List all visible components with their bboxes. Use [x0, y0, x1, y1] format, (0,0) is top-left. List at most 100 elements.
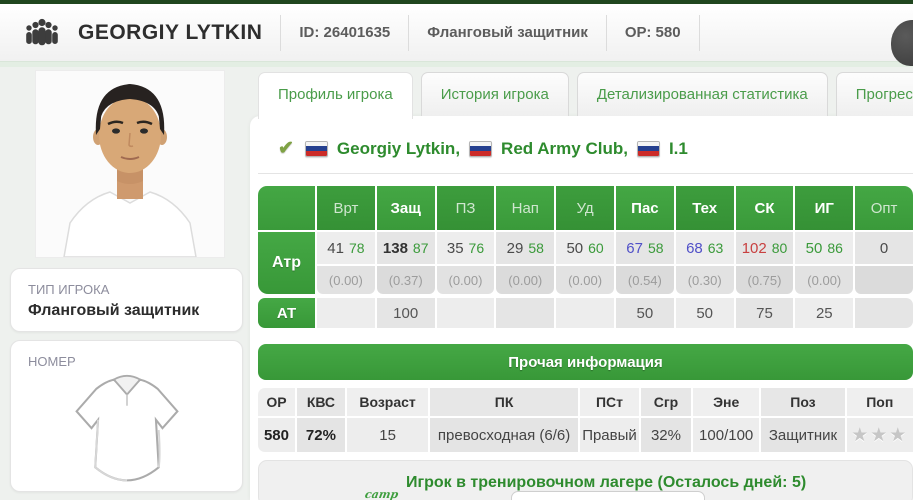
- stat-cell-pas: 67 58: [615, 232, 674, 264]
- other-header-kvs: КВС: [296, 388, 345, 416]
- at-cell-pas: 50: [615, 298, 674, 328]
- stats-header-opt: Опт: [855, 186, 913, 230]
- player-club-link[interactable]: Red Army Club,: [501, 138, 628, 158]
- attributes-row-label: Атр: [258, 232, 315, 294]
- stat-delta-teh: (0.30): [675, 266, 734, 294]
- at-cell-sk: 75: [735, 298, 794, 328]
- at-row-label: АТ: [258, 298, 315, 328]
- player-type-card: ТИП ИГРОКА Фланговый защитник: [10, 268, 243, 332]
- player-type-label: ТИП ИГРОКА: [28, 282, 110, 297]
- player-number-card: НОМЕР: [10, 340, 243, 492]
- other-info-header: Прочая информация: [258, 344, 913, 380]
- people-group-icon: [22, 17, 62, 49]
- other-value-age: 15: [346, 418, 429, 452]
- at-cell-opt: [855, 298, 913, 328]
- other-info-table: ОР КВС Возраст ПК ПСт Сгр Эне Поз Поп 58…: [258, 388, 913, 452]
- russia-flag-icon: [636, 140, 660, 157]
- other-header-sgr: Сгр: [641, 388, 691, 416]
- partial-bottom-box: [511, 491, 705, 500]
- at-cell-zash: 100: [376, 298, 435, 328]
- stat-cell-vrt: 41 78: [317, 232, 375, 264]
- at-cell-teh: 50: [675, 298, 734, 328]
- profile-panel: ✔ Georgiy Lytkin, Red Army Club, I.1 Врт…: [250, 116, 913, 500]
- header-player-position: Фланговый защитник: [427, 24, 588, 41]
- divider-line: [258, 173, 913, 174]
- stat-cell-nap: 29 58: [496, 232, 555, 264]
- other-value-pop: ★★★: [846, 418, 913, 452]
- stat-delta-pz: (0.00): [436, 266, 495, 294]
- profile-tabs: Профиль игрока История игрока Детализиро…: [258, 72, 913, 119]
- stat-cell-ud: 50 60: [556, 232, 614, 264]
- at-cell-ig: 25: [795, 298, 854, 328]
- other-value-pk: превосходная (6/6): [430, 418, 578, 452]
- at-cell-vrt: [317, 298, 375, 328]
- stat-cell-zash: 138 87: [376, 232, 435, 264]
- stats-header-pas: Пас: [615, 186, 674, 230]
- jersey-icon: [28, 374, 225, 486]
- stat-delta-sk: (0.75): [735, 266, 794, 294]
- player-name-link[interactable]: Georgiy Lytkin,: [336, 138, 461, 158]
- player-photo: [35, 70, 225, 258]
- other-header-pop: Поп: [846, 388, 913, 416]
- at-row: АТ 100 50 50 75 25: [258, 298, 913, 328]
- stats-header-nap: Нап: [496, 186, 555, 230]
- stat-delta-vrt: (0.00): [317, 266, 375, 294]
- tab-detailed-stats[interactable]: Детализированная статистика: [576, 72, 828, 116]
- at-cell-pz: [436, 298, 495, 328]
- stat-delta-pas: (0.54): [615, 266, 674, 294]
- header-separator: [605, 14, 607, 51]
- tab-training-progress[interactable]: Прогресс тренировок: [835, 72, 913, 116]
- header-player-op: ОР: 580: [624, 24, 681, 41]
- at-cell-nap: [496, 298, 555, 328]
- other-value-kvs: 72%: [296, 418, 345, 452]
- header-separator: [408, 14, 410, 51]
- stat-delta-opt: [855, 266, 913, 294]
- other-value-poz: Защитник: [761, 418, 845, 452]
- training-camp-text: Игрок в тренировочном лагере (Осталось д…: [405, 474, 807, 491]
- other-header-or: ОР: [258, 388, 295, 416]
- stat-delta-nap: (0.00): [496, 266, 555, 294]
- header-underline-strip: [0, 62, 913, 67]
- at-cell-ud: [556, 298, 614, 328]
- header-player-id: ID: 26401635: [299, 24, 391, 41]
- popularity-stars-icon: ★★★: [851, 424, 909, 446]
- top-accent-strip: [0, 0, 913, 4]
- header-separator: [698, 14, 700, 51]
- tab-player-history[interactable]: История игрока: [420, 72, 569, 116]
- player-type-value: Фланговый защитник: [28, 302, 200, 319]
- other-value-ene: 100/100: [692, 418, 760, 452]
- stats-header-teh: Тех: [675, 186, 734, 230]
- attributes-table: Врт Защ ПЗ Нап Уд Пас Тех СК ИГ Опт Атр …: [258, 186, 913, 294]
- stats-header-vrt: Врт: [317, 186, 375, 230]
- other-value-or: 580: [258, 418, 295, 452]
- tab-player-profile[interactable]: Профиль игрока: [258, 72, 413, 119]
- stat-cell-sk: 102 80: [735, 232, 794, 264]
- edge-ball-icon[interactable]: [891, 20, 913, 66]
- header-separator: [280, 14, 282, 51]
- other-header-pk: ПК: [430, 388, 578, 416]
- player-identity-line: ✔ Georgiy Lytkin, Red Army Club, I.1: [250, 116, 913, 173]
- stats-header-empty: [258, 186, 315, 230]
- stat-cell-ig: 50 86: [795, 232, 854, 264]
- training-camp-banner: camp Игрок в тренировочном лагере (Остал…: [258, 460, 913, 500]
- russia-flag-icon: [469, 140, 493, 157]
- stat-cell-pz: 35 76: [436, 232, 495, 264]
- stat-cell-teh: 68 63: [675, 232, 734, 264]
- player-division-link[interactable]: I.1: [668, 138, 688, 158]
- player-number-label: НОМЕР: [28, 354, 76, 369]
- stats-header-zash: Защ: [376, 186, 435, 230]
- stat-delta-ig: (0.00): [795, 266, 854, 294]
- stats-header-ig: ИГ: [795, 186, 854, 230]
- other-value-sgr: 32%: [641, 418, 691, 452]
- stat-cell-opt: 0: [855, 232, 913, 264]
- camp-icon: camp: [363, 488, 400, 500]
- checkmark-icon: ✔: [278, 138, 294, 159]
- other-header-poz: Поз: [761, 388, 845, 416]
- stats-header-ud: Уд: [556, 186, 614, 230]
- stats-header-pz: ПЗ: [436, 186, 495, 230]
- other-value-pst: Правый: [579, 418, 640, 452]
- stats-header-sk: СК: [735, 186, 794, 230]
- stat-delta-zash: (0.37): [376, 266, 435, 294]
- stat-delta-ud: (0.00): [556, 266, 614, 294]
- russia-flag-icon: [304, 140, 328, 157]
